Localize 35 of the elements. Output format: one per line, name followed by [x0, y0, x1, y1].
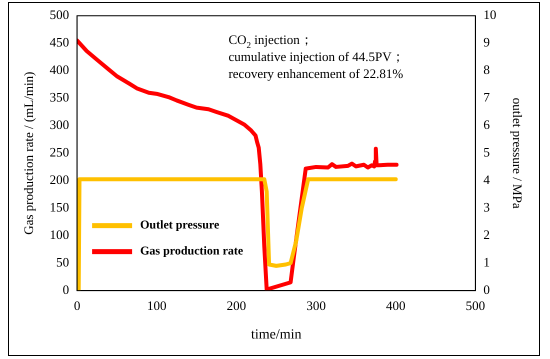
- y-tick-label: 400: [50, 62, 70, 78]
- x-tick-label: 300: [306, 298, 326, 313]
- y2-tick-label: 5: [483, 144, 490, 160]
- y-tick-label: 500: [50, 7, 70, 22]
- y-tick-label: 350: [50, 90, 70, 105]
- y-tick-label: 100: [50, 227, 70, 242]
- annotation: cumulative injection of 44.5PV；: [228, 48, 405, 64]
- y2-tick-label: 2: [483, 227, 490, 242]
- x-tick-label: 500: [466, 298, 486, 313]
- y2-axis-title: outlet pressure / MPa: [510, 98, 525, 209]
- annotation: recovery enhancement of 22.81%: [228, 66, 404, 81]
- legend-label: Gas production rate: [140, 244, 244, 258]
- legend-label: Outlet pressure: [140, 218, 220, 232]
- x-tick-label: 100: [147, 298, 167, 313]
- x-tick-label: 200: [226, 298, 246, 313]
- y2-tick-label: 0: [483, 282, 490, 298]
- y-axis-title: Gas production rate / (mL/min): [21, 72, 36, 235]
- y-tick-label: 250: [50, 144, 70, 160]
- y-tick-label: 450: [50, 34, 70, 50]
- y-tick-label: 150: [50, 200, 70, 215]
- y-tick-label: 300: [50, 117, 70, 132]
- y2-tick-label: 7: [483, 90, 490, 105]
- y2-tick-label: 3: [483, 200, 490, 215]
- y2-tick-label: 4: [483, 172, 490, 188]
- y2-tick-label: 1: [483, 254, 490, 270]
- y-tick-label: 50: [56, 254, 70, 270]
- y2-tick-label: 10: [483, 7, 496, 22]
- x-axis-title: time/min: [250, 327, 302, 342]
- y2-tick-label: 9: [483, 34, 490, 50]
- y2-tick-label: 8: [483, 62, 490, 78]
- y-tick-label: 0: [62, 282, 70, 298]
- y-tick-label: 200: [50, 172, 70, 188]
- x-tick-label: 400: [386, 298, 406, 313]
- x-tick-label: 0: [74, 298, 80, 313]
- y2-tick-label: 6: [483, 117, 490, 132]
